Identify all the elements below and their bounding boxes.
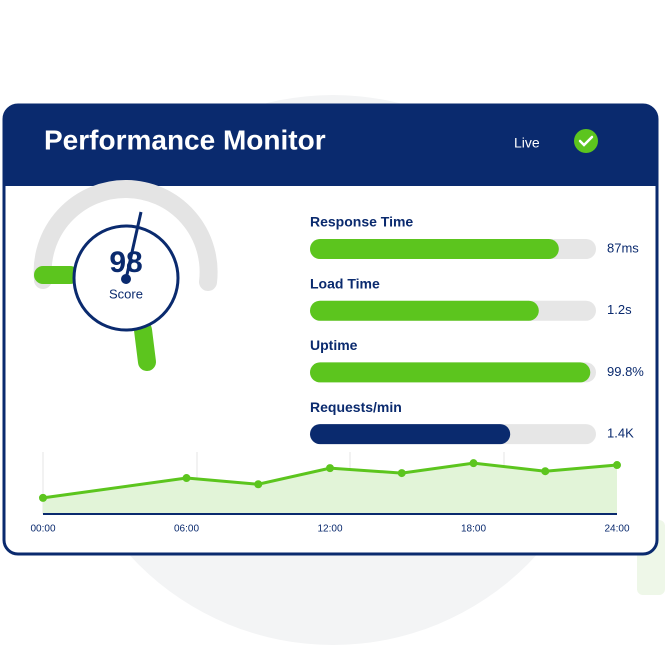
metric-value: 1.4K [607,426,634,441]
trend-point [254,480,263,489]
gauge-needle [124,211,143,280]
check-mark [578,135,594,147]
metric-bar [310,362,591,383]
x-tick-label: 12:00 [317,524,342,535]
status-label: Live [514,135,540,151]
trend-area [43,463,617,514]
trend-chart: 00:00 06:00 12:00 18:00 24:00 [30,452,630,535]
header-bar [4,105,657,186]
metric-bar [310,239,559,259]
metric-label: Requests/min [310,399,402,415]
metric-label: Uptime [310,337,358,353]
x-tick-label: 18:00 [461,524,486,535]
gauge-track [33,180,218,291]
metric-label: Response Time [310,214,413,230]
x-tick-label: 06:00 [174,524,199,535]
trend-point [397,469,406,478]
metric-bar [310,300,539,321]
metric-bar [310,424,511,445]
trend-point [39,493,47,502]
trend-point [613,461,621,470]
gauge-pivot [121,274,131,284]
metric-label: Load Time [310,275,380,291]
metric-value: 99.8% [607,364,644,379]
trend-point [541,467,550,476]
gauge-segment [134,321,156,371]
trend-point [469,459,478,468]
metrics: Response Time 87ms Load Time 1.2s Uptime 99.8… [310,214,644,445]
trend-point [326,464,334,473]
metric-value: 87ms [607,240,639,255]
trend-line [42,461,618,500]
metric-value: 1.2s [607,302,632,317]
status-icon [574,129,598,153]
gauge-label: Score [109,286,143,301]
trend-point [182,474,191,483]
title: Performance Monitor [44,124,326,155]
x-tick-label: 24:00 [604,524,629,535]
x-tick-label: 00:00 [30,524,55,535]
